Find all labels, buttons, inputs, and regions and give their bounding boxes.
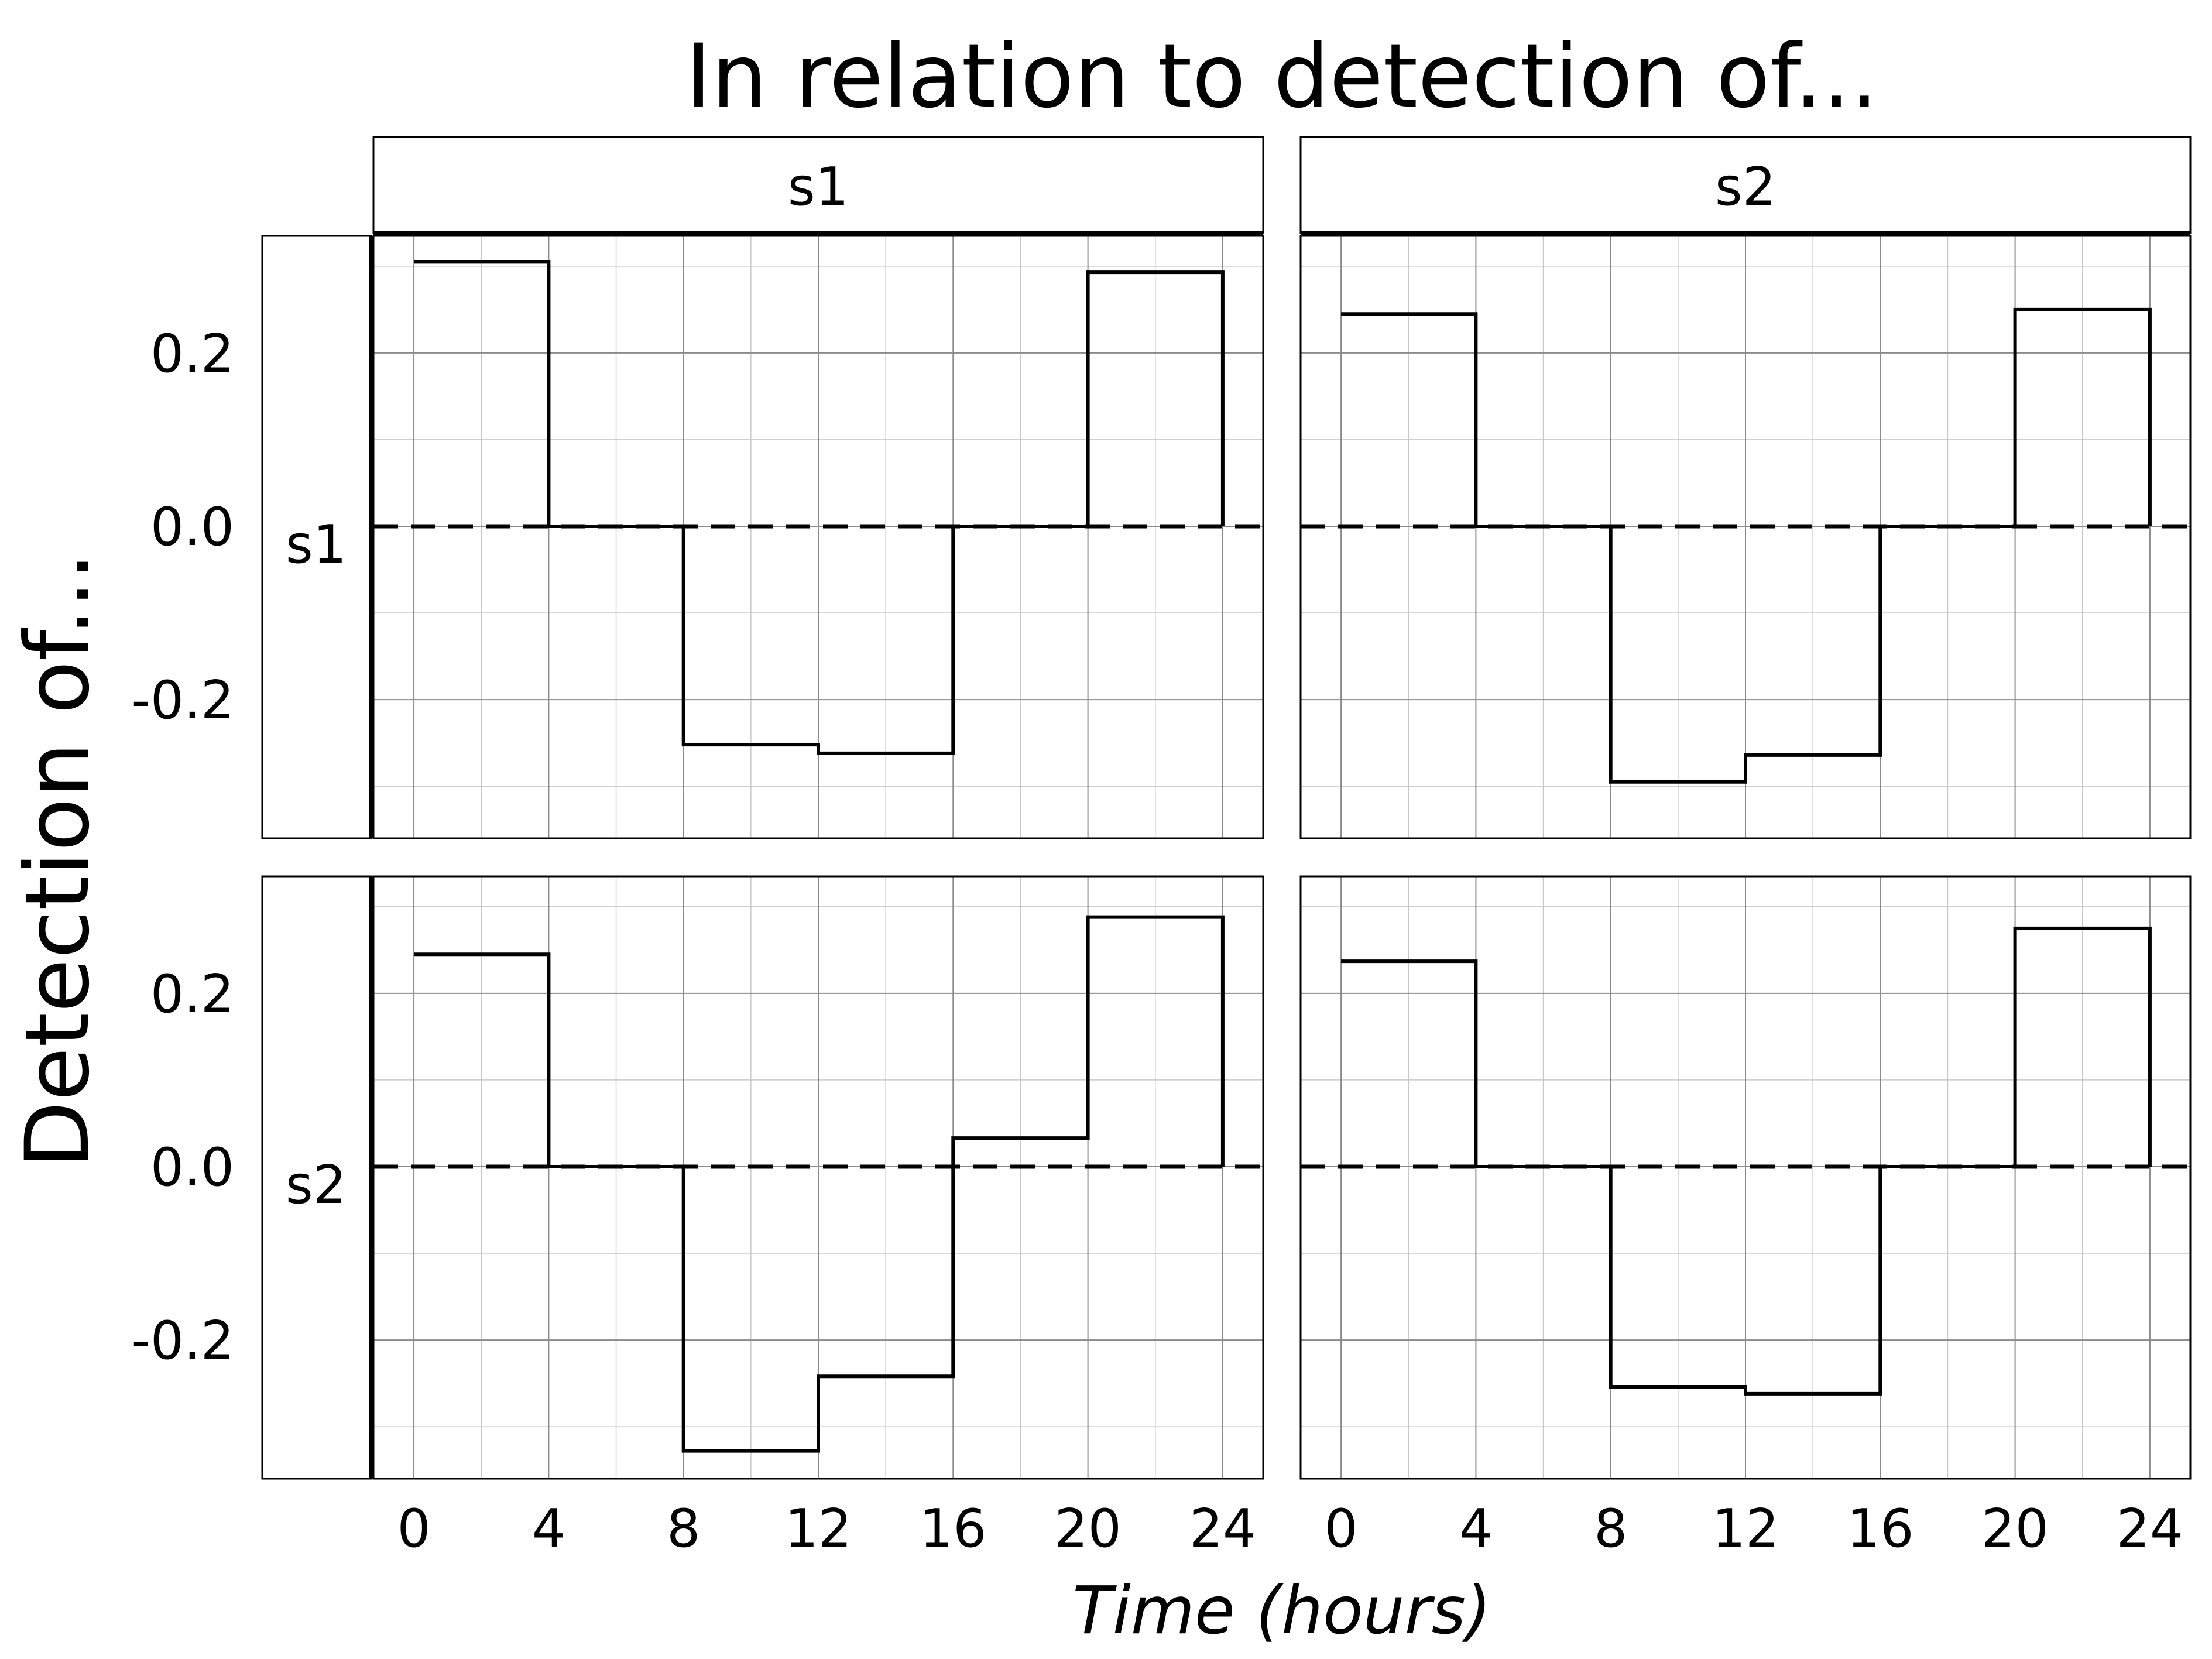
y-tick-label: -0.2 <box>131 1310 234 1372</box>
x-tick-label: 20 <box>1981 1498 2049 1559</box>
column-facet-label: s2 <box>1715 156 1776 218</box>
x-tick-label: 0 <box>397 1498 430 1559</box>
panel-border <box>1299 235 2192 839</box>
row-facet-strip <box>261 875 372 1480</box>
panel-border <box>372 235 1264 839</box>
x-tick-label: 20 <box>1054 1498 1122 1559</box>
row-facet-label: s2 <box>286 1154 347 1216</box>
column-facet-label: s1 <box>788 156 849 218</box>
x-tick-label: 12 <box>1712 1498 1779 1559</box>
x-tick-label: 12 <box>785 1498 852 1559</box>
step-series-line <box>414 915 1225 1453</box>
y-tick-label: -0.2 <box>131 670 234 731</box>
x-tick-label: 0 <box>1324 1498 1357 1559</box>
x-axis-label: Time (hours) <box>1072 1573 1491 1649</box>
step-series-line <box>1341 926 2152 1396</box>
x-tick-label: 8 <box>1594 1498 1627 1559</box>
facet-panel <box>1299 875 2192 1480</box>
x-tick-label: 4 <box>1459 1498 1493 1559</box>
row-facet-strip <box>261 235 372 839</box>
step-series-line <box>1341 307 2152 784</box>
y-tick-label: 0.2 <box>150 323 234 385</box>
x-tick-label: 16 <box>1847 1498 1914 1559</box>
panel-border <box>1299 875 2192 1480</box>
x-tick-label: 24 <box>1189 1498 1257 1559</box>
y-tick-label: 0.0 <box>150 1137 234 1198</box>
chart-title: In relation to detection of... <box>685 26 1878 128</box>
step-series-line <box>414 260 1225 755</box>
x-tick-label: 16 <box>920 1498 987 1559</box>
column-facet-strip <box>372 136 1264 234</box>
x-tick-label: 8 <box>667 1498 700 1559</box>
facet-panel <box>372 875 1264 1480</box>
x-tick-label: 24 <box>2117 1498 2184 1559</box>
facet-panel <box>1299 235 2192 839</box>
y-tick-label: 0.2 <box>150 964 234 1025</box>
panel-border <box>372 875 1264 1480</box>
y-axis-label: Detection of... <box>7 552 109 1168</box>
facet-panel <box>372 235 1264 839</box>
y-tick-label: 0.0 <box>150 496 234 558</box>
row-facet-label: s1 <box>286 514 347 575</box>
x-tick-label: 4 <box>532 1498 565 1559</box>
